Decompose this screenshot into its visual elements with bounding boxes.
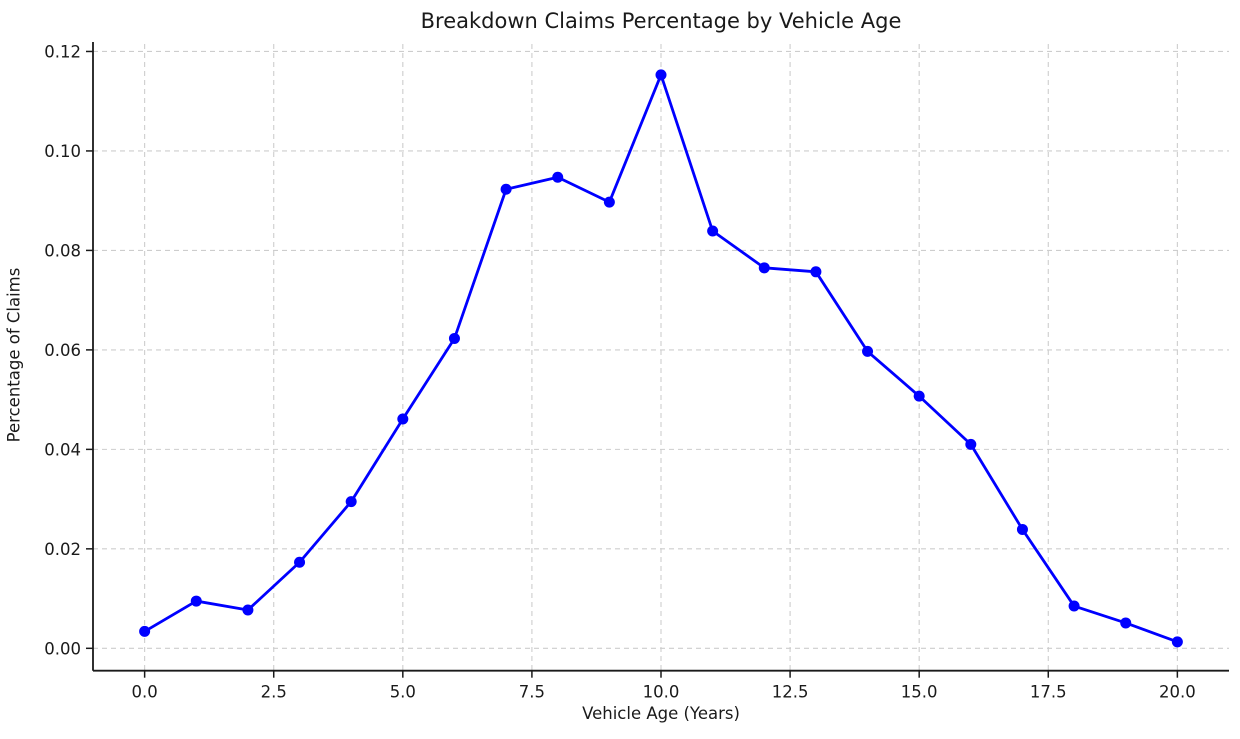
data-point-marker bbox=[1171, 636, 1183, 648]
data-point-marker bbox=[448, 332, 460, 344]
data-point-marker bbox=[810, 266, 822, 278]
data-point-marker bbox=[1120, 617, 1132, 629]
x-tick-label: 0.0 bbox=[132, 683, 158, 702]
y-tick-label: 0.04 bbox=[44, 440, 81, 459]
y-tick-label: 0.06 bbox=[44, 341, 81, 360]
y-tick-label: 0.08 bbox=[44, 241, 81, 260]
data-point-marker bbox=[758, 262, 770, 274]
data-point-marker bbox=[190, 595, 202, 607]
data-point-marker bbox=[862, 345, 874, 357]
data-point-marker bbox=[294, 556, 306, 568]
y-tick-label: 0.10 bbox=[44, 142, 81, 161]
data-point-marker bbox=[913, 390, 925, 402]
data-point-marker bbox=[500, 183, 512, 195]
x-tick-label: 7.5 bbox=[519, 683, 545, 702]
x-tick-label: 17.5 bbox=[1030, 683, 1067, 702]
chart-title: Breakdown Claims Percentage by Vehicle A… bbox=[420, 9, 902, 33]
data-point-marker bbox=[397, 413, 409, 425]
data-point-marker bbox=[345, 496, 357, 508]
data-point-marker bbox=[603, 196, 615, 208]
x-tick-label: 5.0 bbox=[390, 683, 416, 702]
x-axis-label: Vehicle Age (Years) bbox=[582, 704, 740, 723]
x-tick-label: 2.5 bbox=[261, 683, 287, 702]
data-point-marker bbox=[655, 69, 667, 81]
y-tick-label: 0.02 bbox=[44, 540, 81, 559]
x-tick-label: 10.0 bbox=[643, 683, 680, 702]
x-tick-label: 15.0 bbox=[901, 683, 938, 702]
data-point-marker bbox=[139, 625, 151, 637]
data-point-marker bbox=[1016, 523, 1028, 535]
data-point-marker bbox=[707, 225, 719, 237]
data-point-marker bbox=[965, 438, 977, 450]
x-tick-label: 12.5 bbox=[772, 683, 809, 702]
data-point-marker bbox=[552, 171, 564, 183]
y-axis-label: Percentage of Claims bbox=[4, 267, 24, 443]
y-tick-label: 0.00 bbox=[44, 639, 81, 658]
data-point-marker bbox=[242, 604, 254, 616]
data-point-marker bbox=[1068, 600, 1080, 612]
y-tick-label: 0.12 bbox=[44, 42, 81, 61]
x-tick-label: 20.0 bbox=[1159, 683, 1196, 702]
